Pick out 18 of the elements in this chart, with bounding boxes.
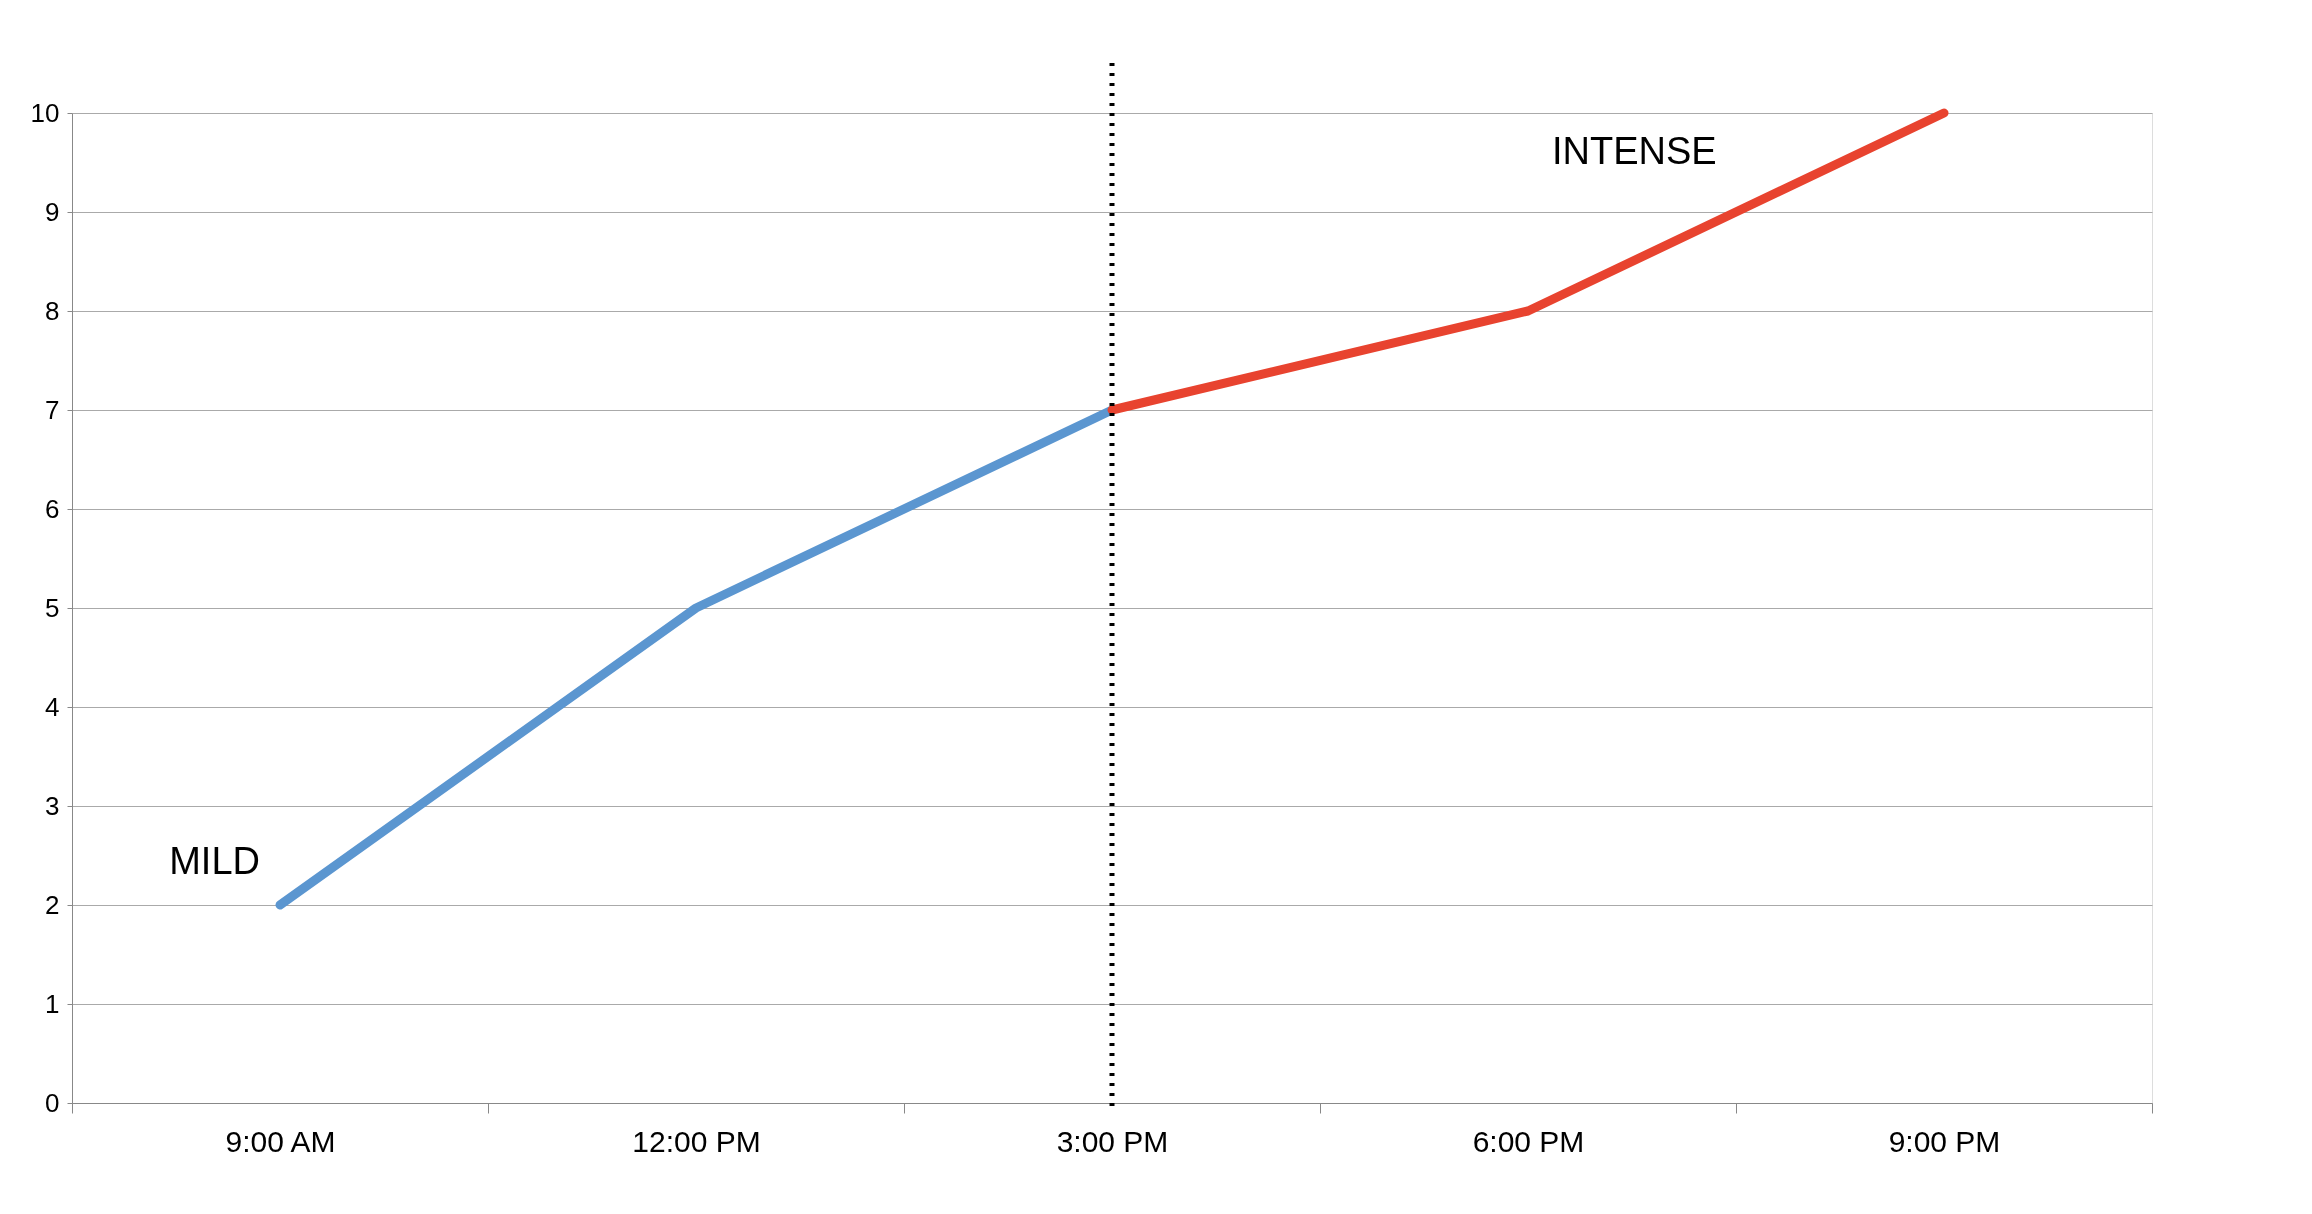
y-tick-label: 8 (45, 295, 60, 326)
annotation: MILD (169, 840, 260, 882)
y-tick-label: 6 (45, 493, 60, 524)
x-tick-label: 6:00 PM (1472, 1124, 1585, 1158)
x-tick-label: 3:00 PM (1056, 1124, 1169, 1158)
y-tick-label: 4 (45, 691, 60, 722)
y-tick-label: 3 (45, 790, 60, 821)
annotation: INTENSE (1552, 130, 1717, 172)
x-tick-label: 9:00 AM (225, 1124, 336, 1158)
y-tick-label: 2 (45, 889, 60, 920)
y-tick-label: 1 (45, 988, 60, 1019)
x-tick-label: 9:00 PM (1888, 1124, 2001, 1158)
y-tick-label: 10 (30, 97, 60, 128)
y-tick-label: 7 (45, 394, 60, 425)
y-tick-label: 0 (45, 1087, 60, 1118)
y-tick-label: 9 (45, 196, 60, 227)
x-tick-label: 12:00 PM (632, 1124, 761, 1158)
y-tick-label: 5 (45, 592, 60, 623)
